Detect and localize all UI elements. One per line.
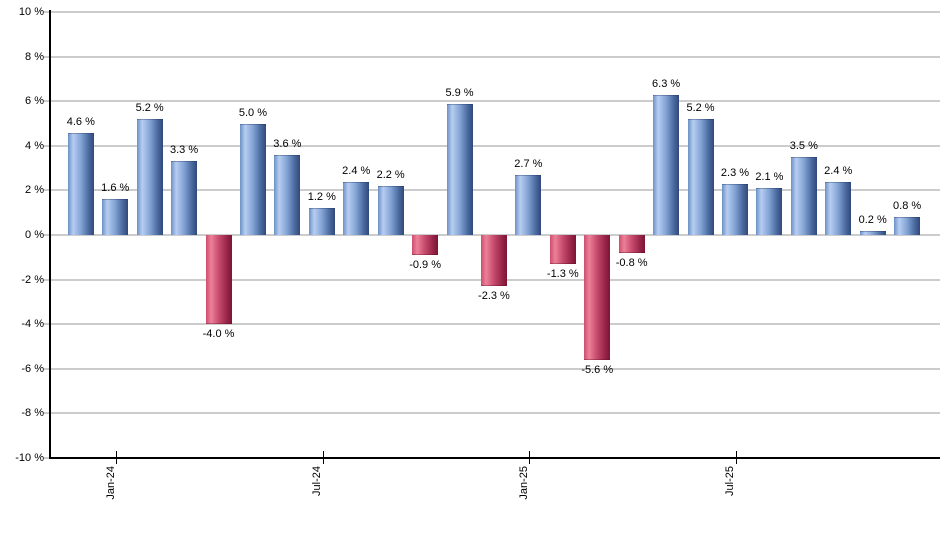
bar [239,123,266,235]
bar-value-label: 1.2 % [307,191,336,204]
bar-value-label: 3.5 % [789,140,818,153]
bar-value-label: -2.3 % [478,290,510,303]
y-axis-tick-label: 8 % [25,50,44,63]
gridline [49,367,940,370]
bar [687,119,714,235]
bar [412,235,439,256]
bar-value-label: 2.4 % [824,164,853,177]
bar-value-label: -0.9 % [409,259,441,272]
bar [171,161,198,235]
bar [549,235,576,264]
x-axis-tick-label: Jan-24 [104,466,117,500]
bar [584,235,611,360]
y-axis-tick-label: 2 % [25,184,44,197]
bar-value-label: 5.0 % [238,106,267,119]
y-axis-tick-label: 0 % [25,229,44,241]
bar [67,132,94,235]
bar [377,185,404,235]
gridline [49,100,940,103]
bar [790,157,817,235]
bar-value-label: 6.3 % [652,77,681,90]
bar-value-label: 3.3 % [170,144,199,157]
bar-value-label: -5.6 % [581,363,614,376]
bar-value-label: 5.2 % [686,102,715,115]
x-axis-tick-label: Jul-24 [311,466,324,496]
bar-value-label: -1.3 % [546,267,579,280]
bar [274,154,301,235]
bar-value-label: 1.6 % [101,182,130,195]
y-axis-tick [43,189,49,192]
y-axis-tick-label: -10 % [15,451,44,464]
y-axis-tick [43,323,49,326]
bar [859,230,886,235]
bar-value-label: 4.6 % [66,115,95,128]
y-axis-tick [43,278,49,281]
bar [515,174,542,235]
x-axis [49,457,940,459]
bar-value-label: 2.1 % [755,171,784,184]
x-axis-tick-label: Jan-25 [517,466,530,500]
y-axis-tick [43,367,49,370]
y-axis-tick-label: -4 % [21,318,44,331]
bar [205,235,232,325]
bar-value-label: 3.6 % [273,137,302,150]
bar [721,183,748,235]
x-axis-tick [322,451,324,464]
gridline [49,55,940,58]
bar [894,217,921,235]
y-axis-tick-label: -6 % [21,362,44,375]
bar [653,94,680,235]
bar [756,188,783,235]
bar [446,103,473,235]
gridline [49,323,940,326]
y-axis-tick [43,55,49,58]
bar-value-label: 2.2 % [376,168,405,181]
bar-value-label: 2.4 % [342,164,371,177]
gridline [49,412,940,415]
y-axis-tick [43,11,49,14]
y-axis-tick [43,234,49,236]
bar [480,235,507,287]
y-axis-tick [43,412,49,415]
y-axis-tick-label: 10 % [18,6,44,19]
bar-value-label: -4.0 % [202,328,235,341]
y-axis-tick-label: -2 % [21,273,44,286]
bar [136,119,163,235]
y-axis-tick-label: 6 % [25,95,44,108]
x-axis-tick [735,451,737,464]
bar-value-label: 5.2 % [135,102,164,115]
bar [102,199,129,235]
y-axis [49,10,51,458]
gridline [49,11,940,14]
bar-value-label: 5.9 % [445,86,474,99]
bar-value-label: 0.8 % [893,200,922,213]
gridline [49,144,940,147]
bar-value-label: 0.2 % [858,213,887,226]
bar [825,181,852,235]
x-axis-tick-label: Jul-25 [724,466,737,496]
y-axis-tick-label: 4 % [25,139,44,152]
y-axis-tick [43,456,49,459]
x-axis-tick [529,451,531,464]
y-axis-tick-label: -8 % [21,407,44,420]
gridline [49,189,940,192]
y-axis-tick [43,100,49,103]
x-axis-tick [116,451,118,464]
bar-value-label: -0.8 % [615,256,648,269]
bar [308,208,335,235]
bar-value-label: 2.3 % [720,166,750,179]
y-axis-tick [43,144,49,147]
bar [343,181,370,235]
bar [618,235,645,253]
bar-value-label: 2.7 % [514,157,543,170]
